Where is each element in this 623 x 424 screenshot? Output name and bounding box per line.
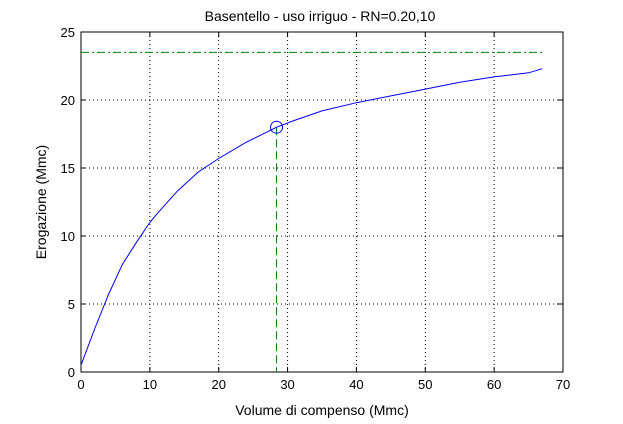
y-tick-label: 10	[61, 229, 75, 244]
x-tick-label: 0	[77, 377, 84, 392]
x-axis-label: Volume di compenso (Mmc)	[235, 402, 409, 418]
x-tick-label: 60	[487, 377, 501, 392]
series-line	[80, 68, 543, 366]
x-tick-label: 70	[556, 377, 570, 392]
grid	[81, 32, 563, 372]
x-tick-label: 50	[418, 377, 432, 392]
reference-lines	[81, 51, 543, 372]
axis-ticks: 0 10 20 30 40 50 60 70 0 5 10 15 20 25	[61, 25, 571, 392]
y-tick-label: 5	[68, 297, 75, 312]
y-tick-label: 25	[61, 25, 75, 40]
x-tick-label: 40	[349, 377, 363, 392]
x-tick-label: 20	[211, 377, 225, 392]
y-tick-label: 20	[61, 93, 75, 108]
x-tick-label: 30	[280, 377, 294, 392]
y-axis-label: Erogazione (Mmc)	[33, 145, 49, 259]
y-tick-label: 0	[68, 365, 75, 380]
plot-area-frame	[80, 31, 564, 373]
operating-point-marker	[270, 120, 284, 134]
series-layer	[80, 68, 543, 366]
y-tick-label: 15	[61, 161, 75, 176]
x-tick-label: 10	[143, 377, 157, 392]
chart-title: Basentello - uso irriguo - RN=0.20,10	[205, 8, 436, 24]
